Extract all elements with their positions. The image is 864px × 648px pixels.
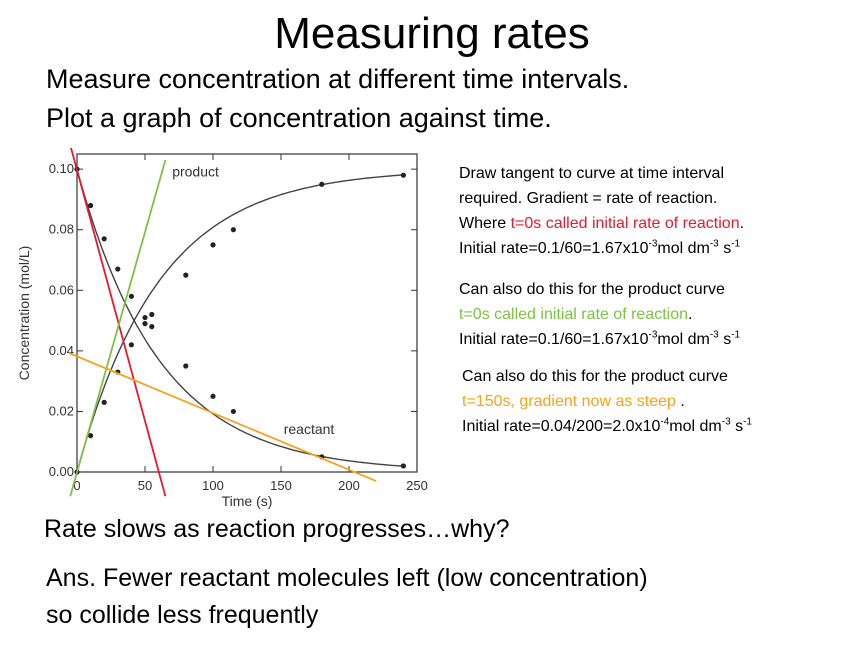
reactant-curve xyxy=(76,168,404,467)
orange-tangent-line xyxy=(69,352,377,482)
note1-line3-post: . xyxy=(739,215,745,232)
y-tick-label: 0.02 xyxy=(49,403,74,418)
note3-line2-post: . xyxy=(675,393,685,410)
note2-rate-exp: -3 xyxy=(648,329,658,341)
plot-frame xyxy=(76,153,418,473)
product-point xyxy=(210,242,216,248)
note3-rate: Initial rate=0.04/200=2.0x10-4mol dm-3 s… xyxy=(462,414,752,439)
note1-unit-exp2: -1 xyxy=(731,238,741,250)
reactant-point xyxy=(230,408,236,415)
x-tick-label: 150 xyxy=(270,478,292,493)
reactant-point xyxy=(128,293,134,299)
note2-unit-exp1: -3 xyxy=(709,329,719,341)
y-tick-label: 0.10 xyxy=(49,161,74,176)
product-point xyxy=(128,342,134,348)
product-point xyxy=(183,272,189,278)
product-point xyxy=(400,172,406,178)
note1-rate: Initial rate=0.1/60=1.67x10-3mol dm-3 s-… xyxy=(459,236,744,261)
note1-line3-pre: Where xyxy=(459,215,511,232)
green-tangent-line xyxy=(69,159,167,497)
note3-rate-unit: mol dm xyxy=(669,418,722,435)
note3-rate-pre: Initial rate=0.04/200=2.0x10 xyxy=(462,418,661,435)
product-point xyxy=(101,399,107,405)
note1-highlight: t=0s called initial rate of reaction xyxy=(510,215,740,232)
note3-unit-exp1: -3 xyxy=(721,416,731,428)
page-title: Measuring rates xyxy=(274,9,590,58)
note2-line2: t=0s called initial rate of reaction. xyxy=(459,302,740,327)
red-tangent-line xyxy=(70,148,167,497)
x-tick-label: 100 xyxy=(202,478,224,493)
note2-highlight: t=0s called initial rate of reaction xyxy=(459,306,689,323)
product-point xyxy=(149,311,155,318)
answer-line-2: so collide less frequently xyxy=(46,601,319,629)
reactant-point xyxy=(400,463,406,469)
note-product-tangent: Can also do this for the product curve t… xyxy=(459,277,740,352)
x-axis-label: Time (s) xyxy=(222,493,273,509)
product-point xyxy=(88,433,94,439)
y-tick-label: 0.04 xyxy=(49,343,74,358)
reactant-point xyxy=(142,314,148,321)
note3-line1: Can also do this for the product curve xyxy=(462,368,728,385)
product-curve xyxy=(76,174,404,473)
x-tick-label: 250 xyxy=(406,478,428,493)
reactant-point xyxy=(115,266,121,272)
note2-line1: Can also do this for the product curve xyxy=(459,281,725,298)
intro-line-2: Plot a graph of concentration against ti… xyxy=(46,103,552,133)
note1-line1: Draw tangent to curve at time interval xyxy=(459,165,725,182)
note1-unit-s: s xyxy=(718,240,732,257)
note-t150-tangent: Can also do this for the product curve t… xyxy=(462,364,752,439)
note1-rate-unit: mol dm xyxy=(657,240,710,257)
reactant-point xyxy=(210,393,216,399)
reactant-point xyxy=(183,363,189,369)
y-tick-label: 0.00 xyxy=(49,464,74,479)
question-text: Rate slows as reaction progresses…why? xyxy=(44,515,510,543)
reactant-series-label: reactant xyxy=(284,421,335,437)
note1-unit-exp1: -3 xyxy=(709,238,719,250)
y-axis-label: Concentration (mol/L) xyxy=(16,246,32,381)
reactant-point xyxy=(88,202,94,209)
y-tick-label: 0.06 xyxy=(49,282,74,297)
reactant-point xyxy=(101,236,107,242)
x-tick-label: 50 xyxy=(138,478,152,493)
note2-rate-unit: mol dm xyxy=(657,331,710,348)
product-point xyxy=(142,321,148,327)
note3-line2: t=150s, gradient now as steep . xyxy=(462,389,752,414)
note2-unit-s: s xyxy=(718,331,732,348)
note2-line2-post: . xyxy=(688,306,693,323)
concentration-time-chart: 0 50 100 150 200 250 0.00 0.02 0.04 0.06 0.08 0.10 T… xyxy=(16,148,428,509)
note1-line3: Where t=0s called initial rate of reacti… xyxy=(459,211,744,236)
note3-highlight: t=150s, gradient now as steep xyxy=(462,393,676,410)
note3-unit-exp2: -1 xyxy=(743,416,752,428)
product-point xyxy=(319,181,325,187)
product-series-label: product xyxy=(172,164,219,180)
note3-unit-s: s xyxy=(730,418,744,435)
product-point xyxy=(230,227,236,233)
x-tick-label: 200 xyxy=(338,478,360,493)
note2-unit-exp2: -1 xyxy=(731,329,741,341)
note-reactant-tangent: Draw tangent to curve at time interval r… xyxy=(459,161,744,261)
note3-rate-exp: -4 xyxy=(660,416,670,428)
answer-line-1: Ans. Fewer reactant molecules left (low … xyxy=(46,564,648,592)
note2-rate: Initial rate=0.1/60=1.67x10-3mol dm-3 s-… xyxy=(459,327,740,352)
intro-line-1: Measure concentration at different time … xyxy=(46,64,630,94)
x-tick-label: 0 xyxy=(73,478,80,493)
note2-rate-pre: Initial rate=0.1/60=1.67x10 xyxy=(459,331,649,348)
y-tick-label: 0.08 xyxy=(49,222,74,237)
note1-rate-pre: Initial rate=0.1/60=1.67x10 xyxy=(459,240,649,257)
note1-line2: required. Gradient = rate of reaction. xyxy=(459,190,718,207)
reactant-point xyxy=(149,324,155,330)
note1-rate-exp: -3 xyxy=(648,238,658,250)
